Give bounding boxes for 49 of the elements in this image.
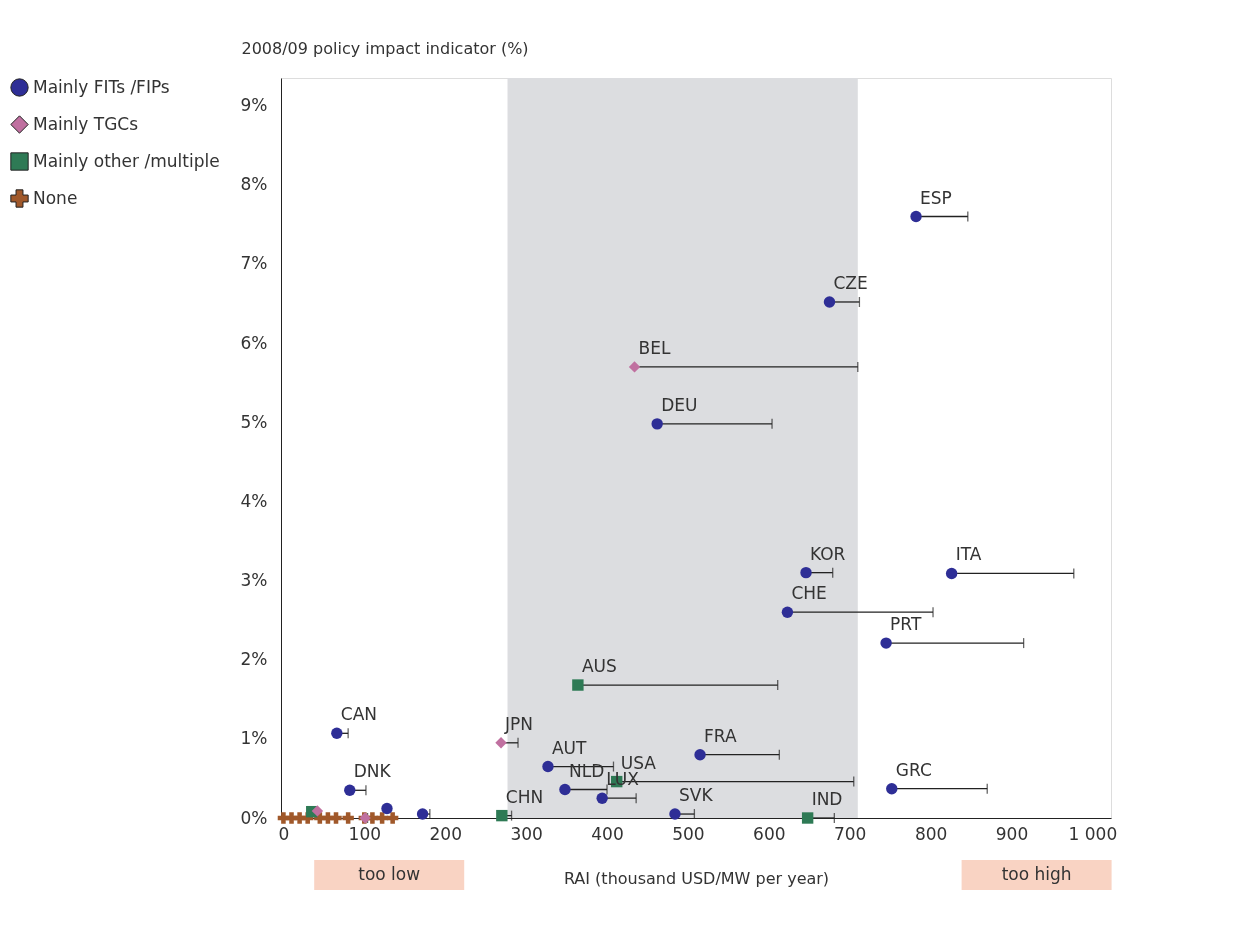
annotation: ITA (955, 544, 982, 565)
legend-label: Mainly FITs /FIPs (33, 76, 170, 97)
x-tick-label: 500 (672, 823, 705, 844)
x-tick-label: 1 000 (1068, 823, 1118, 844)
text: too low (358, 864, 421, 884)
y-tick-label: 7% (240, 253, 268, 274)
y-tick-label: 2% (240, 649, 268, 670)
y-tick-label: 3% (240, 570, 268, 591)
annotation: NLD (568, 760, 605, 781)
annotation: PRT (890, 614, 922, 635)
x-tick-label: 600 (753, 823, 786, 844)
legend-label: None (33, 187, 78, 208)
annotation: AUS (581, 656, 617, 677)
annotation: AUT (551, 737, 588, 758)
x-tick-label: 300 (510, 823, 543, 844)
y-tick-label: 9% (240, 95, 268, 116)
annotation: DNK (353, 761, 392, 782)
y-tick-label: 0% (240, 807, 268, 828)
x-tick-label: 900 (995, 823, 1029, 844)
y-tick-label: 6% (240, 332, 268, 353)
annotation: CZE (833, 272, 868, 293)
y-tick-label: 5% (240, 411, 268, 432)
x-tick-label: 0 (278, 823, 290, 844)
annotation: DEU (661, 394, 698, 415)
annotation: FRA (704, 725, 737, 746)
y-tick-label: 8% (240, 174, 268, 195)
x-tick-label: 800 (914, 823, 948, 844)
text: too high (1001, 864, 1072, 884)
y-tick-label: 1% (240, 728, 268, 749)
y-axis-title: 2008/09 policy impact indicator (%) (241, 38, 529, 58)
annotation: CAN (340, 704, 378, 725)
x-tick-label: 200 (429, 823, 462, 844)
y-tick-label: 4% (240, 490, 268, 511)
x-tick-label: 700 (833, 823, 867, 844)
annotation: KOR (810, 543, 846, 564)
legend-label: Mainly other /multiple (33, 150, 220, 171)
annotation: BEL (638, 337, 671, 358)
x-tick-label: 100 (348, 823, 382, 844)
x-axis-title: RAI (thousand USD/MW per year) (563, 868, 830, 888)
annotation: ESP (920, 187, 952, 208)
annotation: CHN (505, 786, 544, 807)
legend-label: Mainly TGCs (33, 113, 139, 134)
x-tick-label: 400 (591, 823, 624, 844)
annotation: IND (811, 789, 843, 809)
annotation: CHE (791, 583, 827, 604)
annotation: JPN (504, 713, 534, 734)
annotation: GRC (895, 759, 932, 780)
annotation: SVK (678, 785, 714, 806)
annotation: USA (620, 752, 657, 773)
